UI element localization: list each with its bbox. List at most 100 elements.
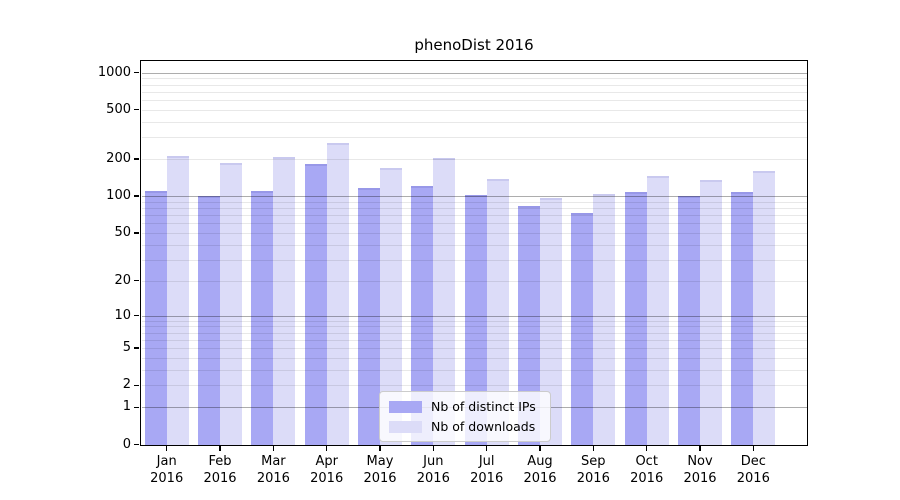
legend-swatch-downloads xyxy=(389,420,422,433)
y-tick-mark xyxy=(134,347,139,349)
y-tick-label: 1000 xyxy=(97,64,131,80)
y-gridline-minor xyxy=(142,326,807,328)
y-tick-mark xyxy=(134,384,139,387)
bar-downloads-jun xyxy=(433,157,456,446)
bar-distinct-ips-mar xyxy=(251,190,274,446)
legend-entry-distinct-ips: Nb of distinct IPs xyxy=(389,397,536,416)
x-tick-mark xyxy=(486,446,488,451)
y-gridline-minor xyxy=(142,259,807,261)
y-gridline-minor xyxy=(142,207,807,209)
y-tick-label: 1 xyxy=(122,399,131,415)
y-tick-label: 500 xyxy=(106,101,131,117)
x-tick-mark xyxy=(326,446,328,451)
y-gridline-major xyxy=(142,196,807,198)
x-tick-label: Aug 2016 xyxy=(523,454,557,486)
x-tick-label: Jul 2016 xyxy=(470,454,504,486)
legend: Nb of distinct IPs Nb of downloads xyxy=(379,391,551,442)
y-gridline-major xyxy=(142,315,807,317)
legend-label-downloads: Nb of downloads xyxy=(431,419,536,434)
x-tick-label: Apr 2016 xyxy=(310,454,344,486)
x-tick-label: May 2016 xyxy=(363,454,397,486)
y-tick-label: 2 xyxy=(122,377,131,393)
bar-distinct-ips-dec xyxy=(731,191,754,446)
x-tick-mark xyxy=(539,446,541,451)
y-gridline-minor xyxy=(142,339,807,341)
y-gridline-minor xyxy=(142,332,807,334)
bar-downloads-aug xyxy=(540,198,562,446)
y-gridline-minor xyxy=(142,109,807,111)
x-tick-mark xyxy=(432,446,434,451)
bar-distinct-ips-sep xyxy=(571,212,594,446)
y-gridline-minor xyxy=(142,201,807,203)
x-tick-label: Oct 2016 xyxy=(630,454,664,486)
bar-downloads-feb xyxy=(220,162,242,446)
y-gridline-minor xyxy=(142,320,807,322)
y-gridline-minor xyxy=(142,121,807,123)
y-gridline-minor xyxy=(142,215,807,216)
y-tick-mark xyxy=(134,158,139,160)
x-tick-mark xyxy=(592,446,594,451)
bar-distinct-ips-feb xyxy=(198,196,220,446)
bar-downloads-nov xyxy=(700,180,722,446)
x-tick-label: Mar 2016 xyxy=(256,454,290,486)
bar-distinct-ips-may xyxy=(358,187,380,446)
bar-downloads-may xyxy=(380,167,402,446)
y-gridline-minor xyxy=(142,84,807,86)
x-tick-label: Dec 2016 xyxy=(736,454,770,486)
x-tick-mark xyxy=(646,446,648,451)
bar-distinct-ips-jun xyxy=(411,185,434,446)
y-gridline-minor xyxy=(142,369,807,371)
legend-label-distinct-ips: Nb of distinct IPs xyxy=(431,399,536,414)
bar-downloads-jan xyxy=(166,155,189,446)
chart-title: phenoDist 2016 xyxy=(414,36,534,54)
bar-downloads-mar xyxy=(273,157,296,446)
y-tick-label: 20 xyxy=(114,272,131,288)
x-tick-label: Feb 2016 xyxy=(203,454,237,486)
y-gridline-minor xyxy=(142,244,807,246)
y-gridline-minor xyxy=(142,78,807,80)
y-tick-label: 200 xyxy=(106,151,131,166)
y-gridline-minor xyxy=(142,100,807,101)
y-gridline-minor xyxy=(142,348,807,350)
x-tick-mark xyxy=(272,446,275,451)
x-tick-label: Sep 2016 xyxy=(576,454,610,486)
bar-distinct-ips-aug xyxy=(518,206,540,446)
y-gridline-minor xyxy=(142,357,807,359)
x-tick-label: Nov 2016 xyxy=(683,454,717,486)
y-gridline-minor xyxy=(142,280,807,282)
bar-distinct-ips-nov xyxy=(678,196,700,446)
y-gridline-minor xyxy=(142,91,807,93)
x-tick-mark xyxy=(219,446,221,451)
bar-downloads-sep xyxy=(593,194,616,446)
y-tick-mark xyxy=(134,109,139,111)
y-tick-mark xyxy=(134,232,139,234)
legend-swatch-distinct-ips xyxy=(389,400,422,413)
y-tick-label: 5 xyxy=(122,340,131,356)
bar-distinct-ips-jul xyxy=(464,194,487,446)
y-gridline-minor xyxy=(142,232,807,234)
y-tick-mark xyxy=(134,195,139,197)
x-tick-mark xyxy=(166,446,168,451)
x-tick-mark xyxy=(752,446,754,451)
bar-distinct-ips-jan xyxy=(144,190,167,446)
y-tick-label: 50 xyxy=(114,224,131,240)
y-tick-mark xyxy=(134,279,139,282)
y-tick-mark xyxy=(134,443,139,446)
y-gridline-major xyxy=(142,72,807,74)
bar-downloads-dec xyxy=(753,170,776,446)
x-tick-mark xyxy=(379,446,381,451)
bar-downloads-jul xyxy=(486,179,509,446)
y-gridline-minor xyxy=(142,223,807,225)
bar-distinct-ips-oct xyxy=(624,192,647,446)
y-gridline-minor xyxy=(142,385,807,387)
bar-distinct-ips-apr xyxy=(304,163,327,446)
x-tick-label: Jan 2016 xyxy=(150,454,184,486)
legend-entry-downloads: Nb of downloads xyxy=(389,417,536,436)
x-tick-mark xyxy=(699,446,701,451)
y-gridline-minor xyxy=(142,137,807,139)
y-gridline-minor xyxy=(142,159,807,160)
bar-downloads-apr xyxy=(326,143,349,446)
